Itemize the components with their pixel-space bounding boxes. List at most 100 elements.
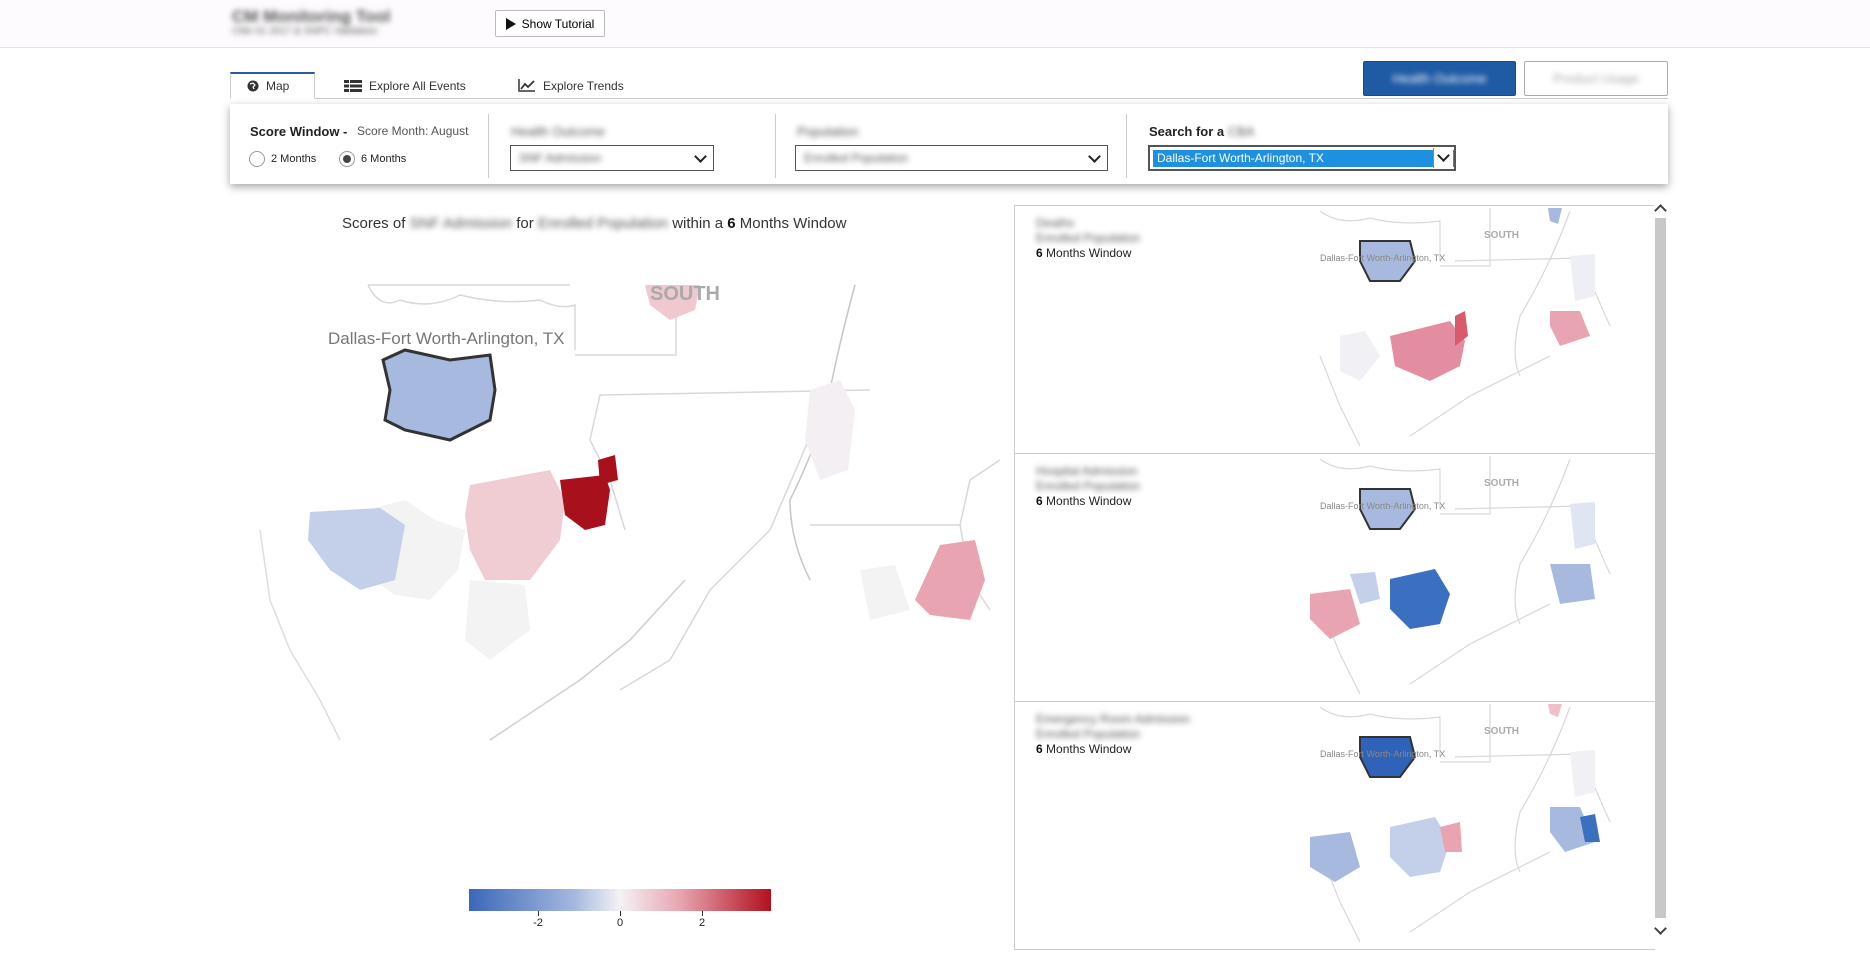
mini-map-outcome: Deaths — [1036, 216, 1075, 230]
scroll-up-icon[interactable] — [1654, 204, 1667, 217]
region-label: SOUTH — [1484, 478, 1519, 489]
legend-gradient-bar — [469, 889, 771, 911]
region-shape[interactable] — [308, 508, 405, 590]
tab-explore-all-events[interactable]: Explore All Events — [328, 72, 482, 99]
score-window-label: Score Window - — [250, 124, 348, 139]
region-dallas-fort-worth[interactable] — [381, 348, 497, 442]
legend-tick-label: 0 — [616, 917, 624, 929]
region-shape[interactable] — [915, 540, 985, 620]
region-shape[interactable] — [465, 470, 565, 580]
mini-choropleth-map[interactable]: SOUTH Dallas-Fort Worth-Arlington, TX — [1250, 702, 1655, 950]
legend-tick-label: -2 — [533, 917, 543, 929]
region-label: SOUTH — [1484, 230, 1519, 241]
chevron-box[interactable] — [1433, 148, 1453, 168]
mini-map-outcome: Emergency Room Admission — [1036, 712, 1191, 726]
product-usage-label: Product Usage — [1553, 71, 1639, 86]
app-title: CM Monitoring Tool — [232, 7, 391, 26]
region-shape[interactable] — [805, 380, 855, 480]
region-shape[interactable] — [465, 580, 530, 660]
region-dallas-fort-worth[interactable] — [1359, 736, 1417, 778]
mini-choropleth-map[interactable]: SOUTH Dallas-Fort Worth-Arlington, TX — [1250, 206, 1655, 454]
color-legend: -2 0 2 — [469, 889, 771, 929]
title-number: 6 — [727, 215, 736, 232]
tab-map-label: Map — [266, 79, 290, 93]
scrollbar[interactable] — [1653, 200, 1668, 940]
radio-2-months[interactable]: 2 Months — [249, 151, 316, 167]
mini-choropleth-map[interactable]: SOUTH Dallas-Fort Worth-Arlington, TX — [1250, 454, 1655, 702]
search-label-blur: CBA — [1227, 124, 1255, 139]
city-label: Dallas-Fort Worth-Arlington, TX — [1320, 253, 1445, 263]
play-icon — [505, 17, 516, 30]
mini-map-window: 6 Months Window — [1036, 742, 1132, 756]
legend-tick — [620, 911, 621, 916]
radio-6-months-dot[interactable] — [339, 151, 355, 167]
search-value: Dallas-Fort Worth-Arlington, TX — [1153, 149, 1454, 167]
mini-map-card[interactable]: Hospital Admission Enrolled Population 6… — [1015, 454, 1655, 702]
tab-explore-trends[interactable]: Explore Trends — [502, 72, 640, 99]
radio-2-months-dot[interactable] — [249, 151, 265, 167]
outcome-label: Health Outcome — [511, 124, 605, 139]
population-value: Enrolled Population — [804, 151, 909, 165]
app-subtitle: CMs 01 2017 & SNPC Validation — [232, 26, 378, 37]
line-chart-icon — [518, 79, 535, 92]
chevron-down-icon — [694, 150, 707, 163]
divider — [775, 114, 776, 178]
table-icon — [344, 79, 362, 92]
city-label: Dallas-Fort Worth-Arlington, TX — [1320, 501, 1445, 511]
mini-map-title-block: Emergency Room Admission Enrolled Popula… — [1036, 712, 1190, 757]
title-within: within a — [672, 215, 724, 232]
search-select[interactable]: Dallas-Fort Worth-Arlington, TX — [1148, 145, 1456, 171]
divider — [488, 114, 489, 178]
main-map-title: Scores of SNF Admission for Enrolled Pop… — [342, 215, 846, 232]
region-dallas-fort-worth[interactable] — [1359, 488, 1417, 530]
region-dallas-fort-worth[interactable] — [1359, 240, 1417, 282]
mini-map-population: Enrolled Population — [1036, 727, 1141, 741]
region-label: SOUTH — [650, 283, 720, 305]
region-shape[interactable] — [645, 285, 700, 320]
mini-maps-panel[interactable]: Deaths Enrolled Population 6 Months Wind… — [1014, 205, 1655, 950]
mini-map-outcome: Hospital Admission — [1036, 464, 1138, 478]
health-outcome-label: Health Outcome — [1392, 71, 1487, 86]
scroll-down-icon[interactable] — [1654, 922, 1667, 935]
title-prefix: Scores of — [342, 215, 406, 232]
search-label-text: Search for a — [1149, 124, 1225, 139]
coastline — [489, 579, 686, 741]
radio-6-months-label: 6 Months — [361, 153, 407, 165]
main-choropleth-map[interactable]: SOUTH Dallas-Fort Worth-Arlington, TX — [230, 280, 1010, 750]
city-label: Dallas-Fort Worth-Arlington, TX — [1320, 749, 1445, 759]
scroll-thumb[interactable] — [1655, 218, 1666, 918]
mini-map-title-block: Deaths Enrolled Population 6 Months Wind… — [1036, 216, 1140, 261]
population-label: Population — [797, 124, 859, 139]
score-month-label: Score Month: August — [357, 124, 469, 138]
outcome-select[interactable]: SNF Admission — [510, 145, 714, 171]
title-suffix: Months Window — [739, 215, 847, 232]
tab-explore-all-events-label: Explore All Events — [369, 78, 466, 93]
health-outcome-button[interactable]: Health Outcome — [1363, 61, 1516, 96]
state-border — [959, 459, 1001, 526]
state-border — [619, 389, 831, 691]
legend-tick — [702, 911, 703, 916]
globe-icon — [247, 80, 259, 92]
mini-map-population: Enrolled Population — [1036, 479, 1141, 493]
mini-map-card[interactable]: Deaths Enrolled Population 6 Months Wind… — [1015, 206, 1655, 454]
top-bar: CM Monitoring Tool CMs 01 2017 & SNPC Va… — [0, 0, 1870, 48]
population-select[interactable]: Enrolled Population — [795, 145, 1108, 171]
divider — [1126, 114, 1127, 178]
mini-map-window: 6 Months Window — [1036, 494, 1132, 508]
mini-map-card[interactable]: Emergency Room Admission Enrolled Popula… — [1015, 702, 1655, 950]
title-population: Enrolled Population — [537, 215, 669, 232]
tab-map[interactable]: Map — [230, 72, 315, 99]
chevron-down-icon — [1088, 150, 1101, 163]
region-shape[interactable] — [560, 475, 610, 530]
search-label: Search for a CBA — [1149, 124, 1255, 139]
title-outcome: SNF Admission — [409, 215, 513, 232]
product-usage-button[interactable]: Product Usage — [1524, 61, 1668, 96]
state-border — [1319, 210, 1441, 261]
tab-bar: Map Explore All Events Explore Trends — [230, 72, 1668, 99]
region-shape[interactable] — [860, 565, 910, 620]
show-tutorial-button[interactable]: Show Tutorial — [495, 10, 605, 37]
radio-6-months[interactable]: 6 Months — [339, 151, 406, 167]
mini-map-population: Enrolled Population — [1036, 231, 1141, 245]
legend-tick — [538, 911, 539, 916]
show-tutorial-label: Show Tutorial — [521, 16, 595, 31]
